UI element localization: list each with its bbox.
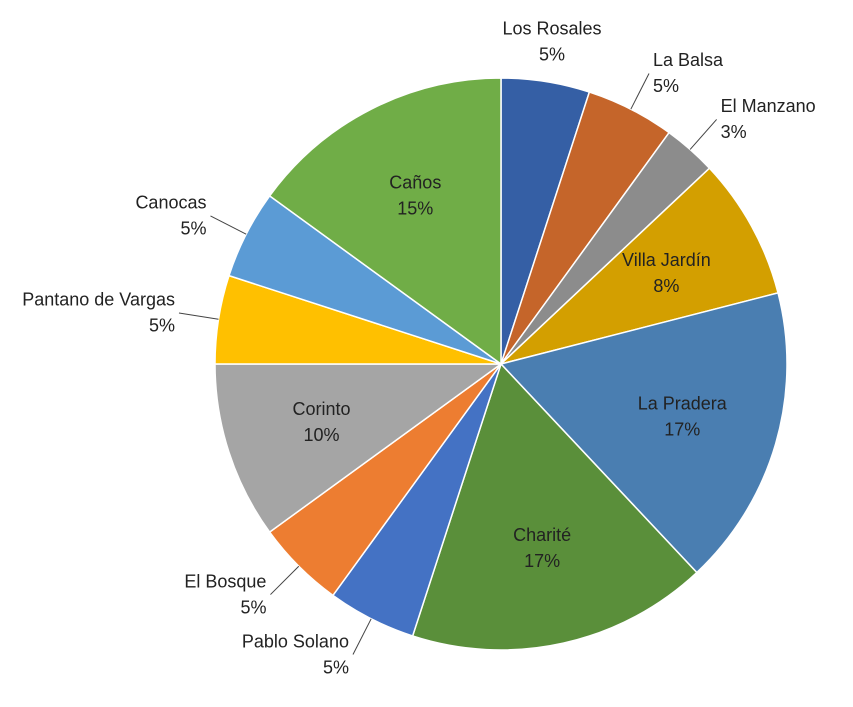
leader-line [352,618,372,655]
slice-label: El Bosque [184,571,266,591]
pie-slice [411,362,698,651]
slice-value: 8% [653,276,679,296]
slice-label: Corinto [292,399,350,419]
leader-line [210,215,247,235]
slice-label: Villa Jardín [622,250,711,270]
pie-slice [268,77,502,366]
slice-label: Los Rosales [502,19,601,39]
leader-line [270,565,300,595]
leader-line [630,73,650,110]
slice-label: Caños [389,173,441,193]
slice-value: 10% [303,425,339,445]
slice-value: 5% [180,219,206,239]
slice-value: 3% [721,122,747,142]
pie-slice [214,363,504,534]
slice-value: 15% [397,199,433,219]
slice-label: El Manzano [721,96,816,116]
leader-line [689,119,717,150]
pie-slice [499,291,788,574]
slice-value: 17% [524,551,560,571]
slice-value: 5% [653,76,679,96]
slice-label: Pantano de Vargas [22,290,175,310]
slice-label: La Balsa [653,50,724,70]
slice-value: 5% [149,316,175,336]
slice-value: 17% [664,419,700,439]
pie-slice [500,167,779,365]
slice-label: Canocas [135,193,206,213]
slice-label: Charité [513,525,571,545]
slice-label: Pablo Solano [242,631,349,651]
slice-label: La Pradera [638,393,728,413]
leader-line [178,312,219,320]
slice-value: 5% [539,45,565,65]
slice-value: 5% [240,597,266,617]
slice-value: 5% [323,657,349,677]
